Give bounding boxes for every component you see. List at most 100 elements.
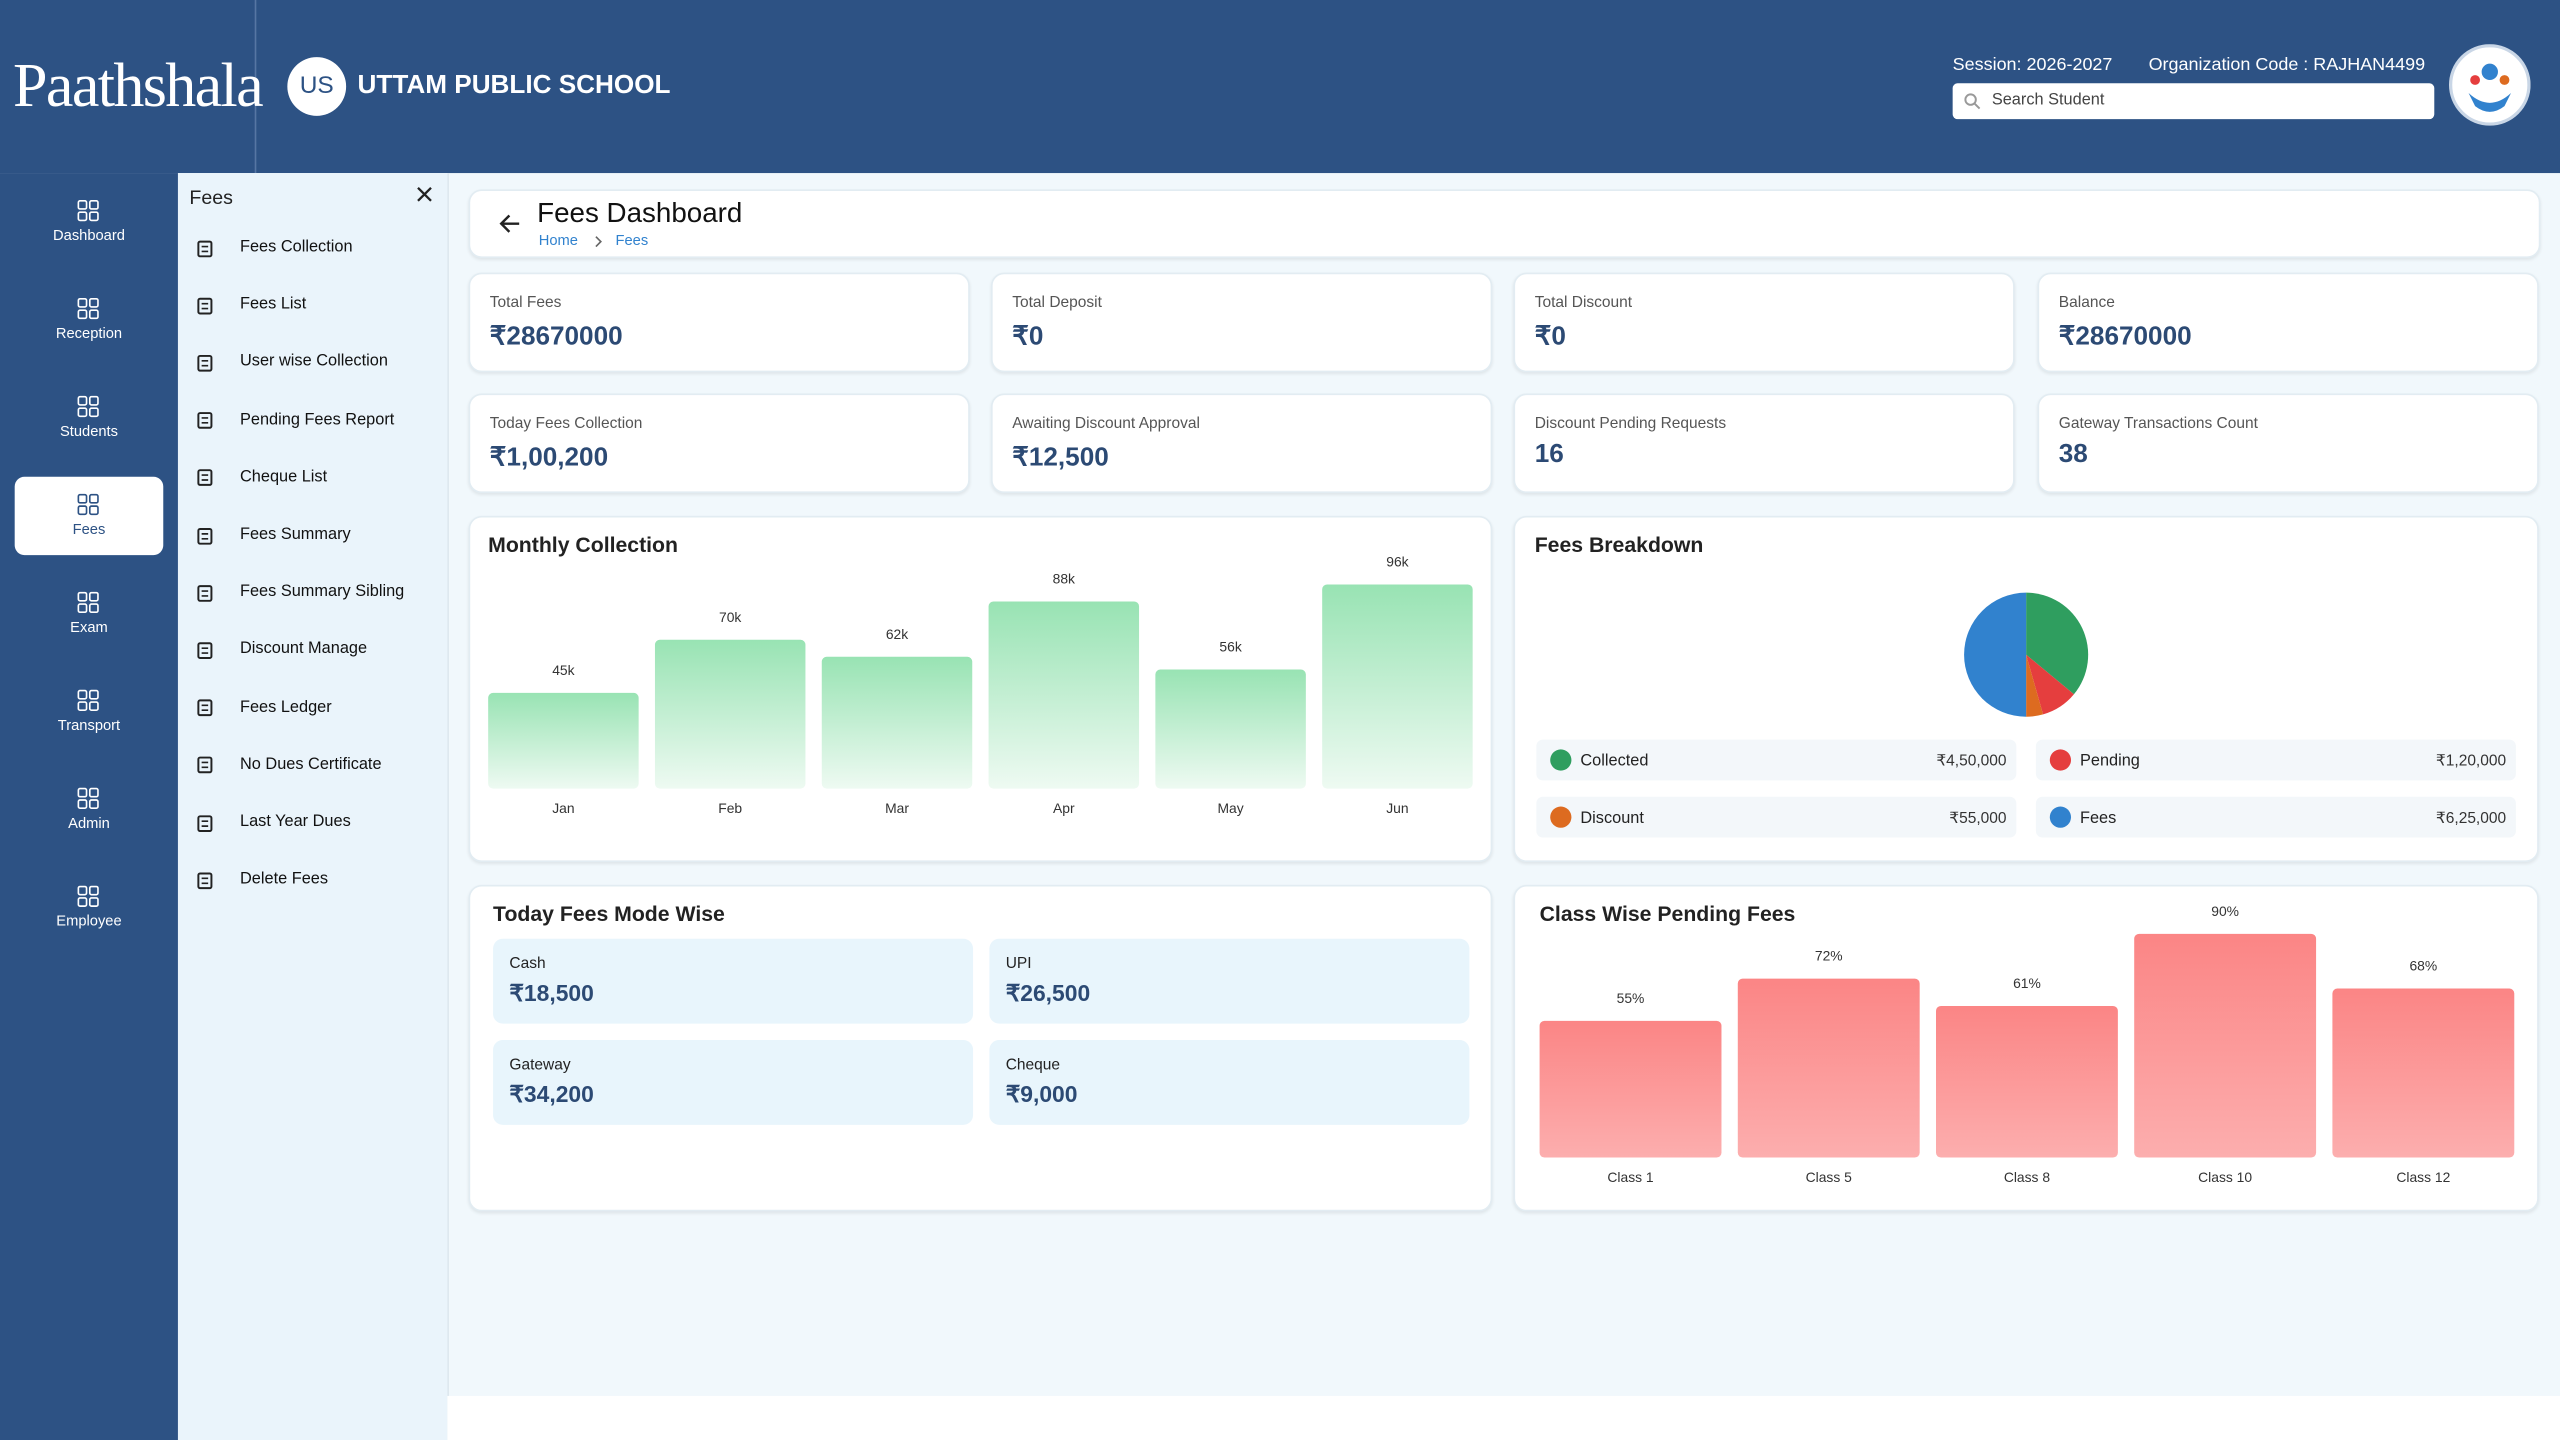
stat-value: ₹12,500 — [1012, 444, 1109, 472]
submenu-icon — [197, 699, 213, 717]
nav-icon — [77, 395, 99, 418]
submenu-icon — [197, 642, 213, 659]
stat-value: ₹1,00,200 — [489, 444, 609, 472]
mode-box: UPI ₹26,500 — [989, 938, 1470, 1024]
submenu-item[interactable]: User wise Collection — [239, 353, 388, 372]
submenu-icon — [197, 354, 213, 372]
submenu-title: Fees — [189, 186, 233, 209]
submenu-item[interactable]: Fees Ledger — [239, 698, 332, 717]
avatar[interactable] — [2448, 44, 2531, 126]
submenu-icon — [197, 757, 213, 774]
submenu-item[interactable]: Fees Collection — [239, 238, 353, 257]
nav-icon — [77, 885, 99, 907]
stat-label: Awaiting Discount Approval — [1012, 414, 1200, 433]
mode-label: UPI — [1005, 955, 1032, 974]
mode-title: Today Fees Mode Wise — [493, 901, 725, 926]
submenu-item[interactable]: Fees Summary Sibling — [239, 583, 405, 602]
stat-label: Total Deposit — [1012, 293, 1102, 312]
submenu-item[interactable]: Pending Fees Report — [239, 410, 395, 429]
nav-icon — [77, 297, 99, 320]
stat-label: Balance — [2058, 293, 2115, 312]
breadcrumb-home[interactable]: Home — [538, 231, 578, 249]
submenu-item[interactable]: Fees List — [239, 295, 307, 314]
school-name: UTTAM PUBLIC SCHOOL — [357, 71, 671, 100]
submenu-item[interactable]: Cheque List — [239, 468, 328, 487]
search-icon — [1964, 93, 1981, 110]
nav-icon — [77, 689, 99, 712]
back-arrow[interactable] — [498, 212, 521, 235]
submenu-icon — [197, 871, 213, 889]
nav-item[interactable]: Employee — [15, 869, 164, 947]
divider — [254, 0, 257, 174]
nav-icon — [77, 787, 99, 809]
mode-value: ₹26,500 — [1005, 979, 1091, 1006]
mode-box: Cheque ₹9,000 — [989, 1040, 1470, 1125]
search-placeholder: Search Student — [1991, 91, 2105, 110]
sidebar: Dashboard Reception Students Fees Exam Transp… — [0, 173, 178, 1440]
nav-label: Admin — [68, 814, 110, 832]
nav-item[interactable]: Transport — [15, 673, 164, 751]
submenu-icon — [197, 239, 213, 257]
chart-card: Monthly Collection — [468, 515, 1493, 863]
nav-item[interactable]: Reception — [15, 281, 164, 359]
nav-label: Fees — [72, 520, 106, 538]
mode-label: Gateway — [509, 1056, 571, 1075]
stat-value: ₹28670000 — [2058, 323, 2192, 352]
stat-value: ₹28670000 — [489, 323, 623, 352]
logo: Paathshala — [13, 52, 264, 121]
search-box[interactable]: Search Student — [1952, 83, 2435, 120]
stat-card: Gateway Transactions Count 38 — [2037, 393, 2539, 494]
nav-item[interactable]: Dashboard — [15, 183, 164, 261]
submenu-icon — [197, 527, 213, 544]
nav-item[interactable]: Fees — [14, 476, 164, 556]
school-initials: US — [287, 57, 347, 116]
submenu-icon — [197, 814, 213, 832]
submenu-item[interactable]: Discount Manage — [239, 640, 368, 659]
submenu-icon — [197, 584, 213, 602]
nav-label: Reception — [55, 324, 123, 342]
org-code: Organization Code : RAJHAN4499 — [2148, 55, 2426, 76]
nav-icon — [77, 199, 99, 222]
chart-title: Fees Breakdown — [1534, 532, 1704, 557]
stat-card: Total Discount ₹0 — [1513, 272, 2015, 373]
stat-label: Gateway Transactions Count — [2058, 414, 2258, 433]
chart-title: Class Wise Pending Fees — [1539, 901, 1796, 926]
nav-label: Students — [59, 422, 118, 440]
submenu: Fees Fees Collection Fees List User wise C… — [177, 173, 449, 1440]
nav-icon — [77, 493, 99, 516]
title-card: Fees Dashboard Home Fees — [468, 189, 2541, 258]
session: Session: 2026-2027 — [1952, 55, 2113, 76]
submenu-item[interactable]: No Dues Certificate — [239, 755, 382, 774]
mode-card: Today Fees Mode Wise Cash ₹18,500 UPI ₹26,50… — [468, 884, 1493, 1212]
stat-card: Today Fees Collection ₹1,00,200 — [468, 393, 970, 494]
stat-card: Total Fees ₹28670000 — [468, 272, 970, 373]
submenu-item[interactable]: Last Year Dues — [239, 813, 351, 832]
nav-label: Transport — [57, 716, 121, 734]
submenu-icon — [197, 297, 213, 314]
stat-label: Total Fees — [489, 293, 562, 312]
submenu-item[interactable]: Delete Fees — [239, 870, 329, 889]
stat-card: Awaiting Discount Approval ₹12,500 — [991, 393, 1493, 494]
close-icon[interactable] — [416, 186, 432, 202]
mode-value: ₹9,000 — [1005, 1080, 1078, 1107]
nav-item[interactable]: Exam — [15, 575, 164, 653]
submenu-icon — [197, 412, 213, 429]
submenu-item[interactable]: Fees Summary — [239, 525, 351, 544]
stat-card: Total Deposit ₹0 — [991, 272, 1493, 373]
mode-label: Cheque — [1005, 1056, 1061, 1075]
nav-label: Dashboard — [53, 226, 125, 244]
mode-value: ₹18,500 — [509, 979, 594, 1006]
nav-item[interactable]: Students — [15, 379, 164, 457]
nav-item[interactable]: Admin — [15, 771, 164, 849]
chart-title: Monthly Collection — [488, 532, 679, 557]
footer — [447, 1395, 2560, 1440]
submenu-icon — [197, 469, 213, 487]
mode-label: Cash — [509, 955, 546, 974]
mode-box: Gateway ₹34,200 — [493, 1040, 974, 1125]
breadcrumb-current: Fees — [615, 231, 649, 249]
breadcrumb-sep — [595, 236, 602, 248]
stat-label: Total Discount — [1534, 293, 1633, 312]
stat-value: 38 — [2058, 440, 2088, 469]
